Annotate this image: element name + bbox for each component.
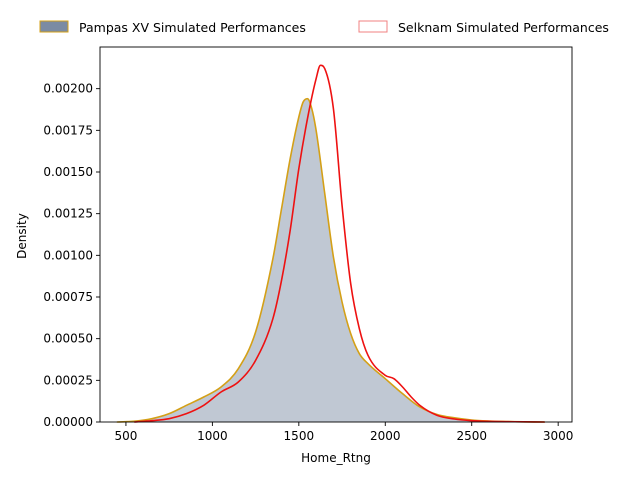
y-tick-label: 0.00200 [43, 82, 93, 96]
plot-area [116, 64, 546, 423]
y-tick-label: 0.00025 [43, 373, 93, 387]
y-tick-label: 0.00150 [43, 165, 93, 179]
x-tick-label: 1500 [284, 429, 315, 443]
y-tick-label: 0.00000 [43, 415, 93, 429]
y-tick-label: 0.00125 [43, 207, 93, 221]
axes-frame [99, 46, 573, 423]
legend-swatch-selknam [358, 20, 388, 33]
legend-swatch-pampas [39, 20, 69, 33]
series-line-pampas [116, 97, 546, 423]
y-tick-label: 0.00075 [43, 290, 93, 304]
x-tick-label: 500 [114, 429, 137, 443]
legend-label-pampas: Pampas XV Simulated Performances [79, 20, 306, 35]
series-area-pampas [117, 98, 545, 423]
y-tick-label: 0.00175 [43, 123, 93, 137]
legend-label-selknam: Selknam Simulated Performances [398, 20, 609, 35]
x-tick-label: 2500 [456, 429, 487, 443]
x-tick-label: 1000 [197, 429, 228, 443]
series-line-selknam [133, 64, 546, 423]
y-tick-label: 0.00100 [43, 248, 93, 262]
x-axis-label: Home_Rtng [301, 451, 371, 465]
y-axis-label: Density [15, 213, 29, 259]
x-tick-label: 2000 [370, 429, 401, 443]
x-tick-label: 3000 [543, 429, 574, 443]
legend: Pampas XV Simulated Performances Selknam… [39, 20, 609, 35]
y-tick-label: 0.00050 [43, 332, 93, 346]
axes: 500 1000 1500 2000 2500 3000 0.00000 0.00025 0.0… [43, 46, 574, 443]
